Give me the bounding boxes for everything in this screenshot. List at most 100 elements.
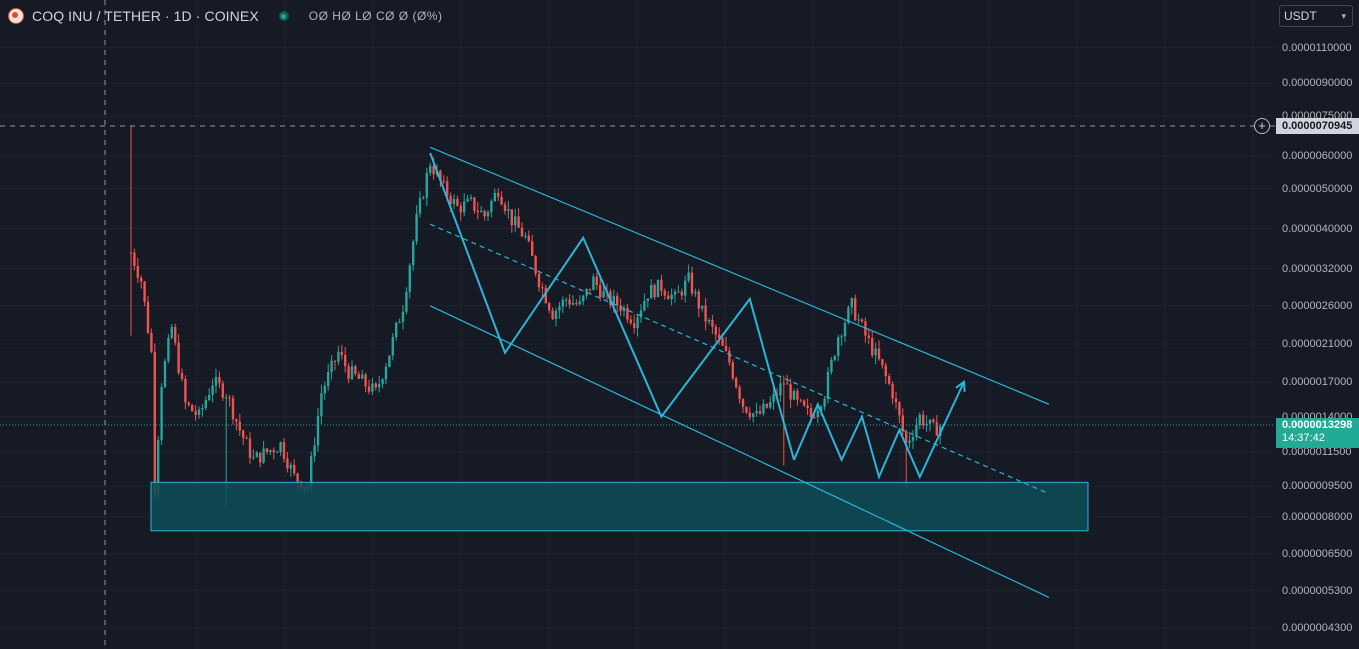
candle-body <box>748 412 751 417</box>
candle-body <box>337 351 340 362</box>
candle-body <box>741 399 745 407</box>
candle-body <box>568 299 571 305</box>
candle-body <box>350 366 354 379</box>
candle-body <box>571 303 575 305</box>
candle-body <box>884 365 887 377</box>
candle-body <box>925 423 928 426</box>
candle-body <box>146 301 150 333</box>
price-tick-label: 0.0000050000 <box>1282 182 1353 195</box>
candle-body <box>595 276 598 285</box>
candle-body <box>497 192 500 197</box>
candle-body <box>150 332 153 352</box>
candle-body <box>636 317 639 329</box>
candle-body <box>245 437 248 439</box>
candle-body <box>680 291 683 296</box>
price-tick-label: 0.0000005300 <box>1282 584 1353 597</box>
candle-body <box>191 404 194 412</box>
candle-body <box>531 241 534 257</box>
candle-body <box>401 311 405 322</box>
candle-body <box>850 298 853 308</box>
candle-body <box>670 294 673 300</box>
candle-body <box>378 384 381 388</box>
candle-body <box>843 323 847 337</box>
price-tick-label: 0.0000110000 <box>1282 41 1352 54</box>
candle-body <box>871 338 874 356</box>
candle-body <box>235 419 238 422</box>
candle-body <box>422 197 425 199</box>
support-zone <box>150 481 1089 532</box>
candle-body <box>803 400 806 406</box>
candle-body <box>782 383 785 385</box>
symbol-title[interactable]: COQ INU / TETHER · 1D · COINEX <box>32 8 259 24</box>
candle-body <box>228 397 231 399</box>
add-alert-button[interactable]: + <box>1254 118 1270 134</box>
candle-body <box>208 394 211 401</box>
candle-body <box>840 336 843 338</box>
candle-body <box>276 451 279 453</box>
candle-body <box>354 366 357 374</box>
candle-body <box>170 326 173 338</box>
candle-body <box>684 280 687 296</box>
candle-body <box>806 405 809 408</box>
candle-body <box>724 345 728 351</box>
candle-body <box>289 464 292 469</box>
candle-body <box>752 413 755 417</box>
candle-body <box>626 307 629 320</box>
candle-body <box>714 326 717 335</box>
candle-body <box>439 170 442 181</box>
candle-body <box>514 216 517 226</box>
candle-body <box>554 310 558 320</box>
candle-body <box>830 359 833 372</box>
candle-body <box>823 398 826 407</box>
candle-body <box>650 284 653 299</box>
candle-body <box>425 172 428 198</box>
candle-body <box>711 320 714 327</box>
candle-body <box>197 409 201 415</box>
candle-body <box>816 410 819 418</box>
candle-body <box>503 204 507 211</box>
candle-body <box>286 458 289 469</box>
candle-body <box>578 301 581 305</box>
candle-body <box>796 390 799 400</box>
candle-body <box>575 303 578 305</box>
candle-body <box>143 281 146 302</box>
coq-inu-logo <box>8 8 24 24</box>
candle-body <box>272 450 275 453</box>
candle-body <box>592 276 595 291</box>
candle-body <box>483 210 486 217</box>
candle-body <box>646 298 649 302</box>
candle-body <box>663 290 666 296</box>
price-tick-label: 0.0000060000 <box>1282 150 1353 163</box>
candle-body <box>486 212 490 217</box>
candle-body <box>340 351 343 356</box>
candle-body <box>500 196 503 205</box>
candle-body <box>218 377 221 384</box>
price-tick-label: 0.0000090000 <box>1282 77 1353 90</box>
candle-body <box>673 291 677 295</box>
candle-body <box>799 399 802 401</box>
candle-body <box>446 181 449 197</box>
candle-body <box>891 383 894 399</box>
candle-body <box>201 408 204 410</box>
candle-body <box>612 295 615 306</box>
candle-body <box>204 400 207 409</box>
price-tick-label: 0.0000026000 <box>1282 299 1353 312</box>
candle-body <box>847 307 850 324</box>
candle-body <box>194 411 197 415</box>
candle-body <box>541 287 544 289</box>
candle-body <box>432 165 435 175</box>
candle-body <box>558 306 561 311</box>
candle-body <box>619 305 622 312</box>
candle-body <box>905 431 908 444</box>
currency-selector[interactable]: USDT ▾ <box>1279 5 1353 27</box>
candle-body <box>527 235 530 242</box>
price-tick-label: 0.0000040000 <box>1282 222 1353 235</box>
candle-body <box>837 337 840 357</box>
candle-body <box>259 452 262 463</box>
candle-body <box>395 322 398 338</box>
candle-body <box>490 201 493 213</box>
candle-body <box>242 430 245 438</box>
candle-body <box>677 291 680 293</box>
candle-body <box>738 387 741 400</box>
